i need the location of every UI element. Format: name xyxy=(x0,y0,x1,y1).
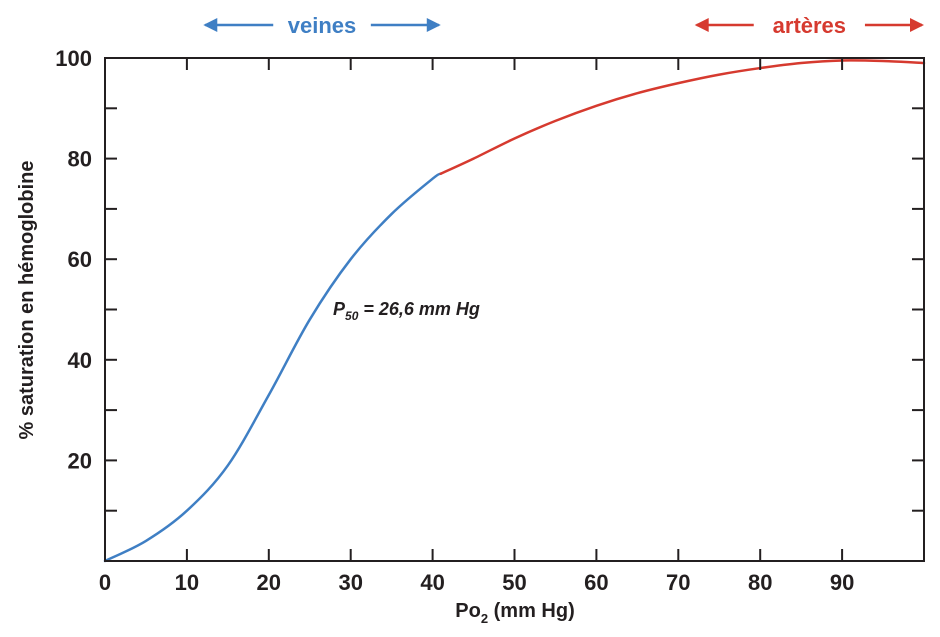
y-tick-label: 80 xyxy=(68,147,92,172)
plot-frame xyxy=(104,57,925,562)
x-tick-label: 40 xyxy=(420,570,444,595)
y-tick-label: 20 xyxy=(68,448,92,473)
y-tick-label: 100 xyxy=(55,46,92,71)
arrow-left-icon xyxy=(694,18,709,32)
range-arteres: artères xyxy=(694,13,924,38)
x-tick-label: 20 xyxy=(257,570,281,595)
x-axis-title-rest: (mm Hg) xyxy=(488,600,575,622)
range-veines-label: veines xyxy=(288,13,357,38)
arrow-left-icon xyxy=(203,18,218,32)
p50-annotation-rest: = 26,6 mm Hg xyxy=(358,299,480,319)
axis-ticks xyxy=(104,57,925,561)
x-tick-label: 80 xyxy=(748,570,772,595)
y-tick-label: 40 xyxy=(68,348,92,373)
p50-annotation: P50 = 26,6 mm Hg xyxy=(333,299,480,323)
x-tick-label: 50 xyxy=(502,570,526,595)
x-tick-label: 30 xyxy=(338,570,362,595)
x-axis-title: Po2 (mm Hg) xyxy=(455,600,574,626)
x-tick-label: 70 xyxy=(666,570,690,595)
x-tick-label: 90 xyxy=(830,570,854,595)
x-tick-label: 10 xyxy=(175,570,199,595)
curves-layer xyxy=(103,59,926,563)
arrow-right-icon xyxy=(910,18,924,32)
x-tick-label: 0 xyxy=(99,570,111,595)
p50-annotation-main: P xyxy=(333,299,346,319)
y-axis-title: % saturation en hémoglobine xyxy=(16,161,38,440)
tick-labels: 0 10 20 30 40 50 60 70 80 90 20 40 60 80 100 xyxy=(55,46,854,595)
x-tick-label: 60 xyxy=(584,570,608,595)
x-axis-title-sub: 2 xyxy=(481,611,488,626)
p50-annotation-sub: 50 xyxy=(345,309,359,323)
range-arteres-label: artères xyxy=(773,13,846,38)
curve-arterial xyxy=(439,59,926,175)
y-tick-label: 60 xyxy=(68,247,92,272)
range-veines: veines xyxy=(203,13,441,38)
range-indicators: veines artères xyxy=(203,13,924,38)
curve-venous xyxy=(103,172,443,563)
x-axis-title-main: Po xyxy=(455,600,481,622)
arrow-right-icon xyxy=(426,18,441,32)
